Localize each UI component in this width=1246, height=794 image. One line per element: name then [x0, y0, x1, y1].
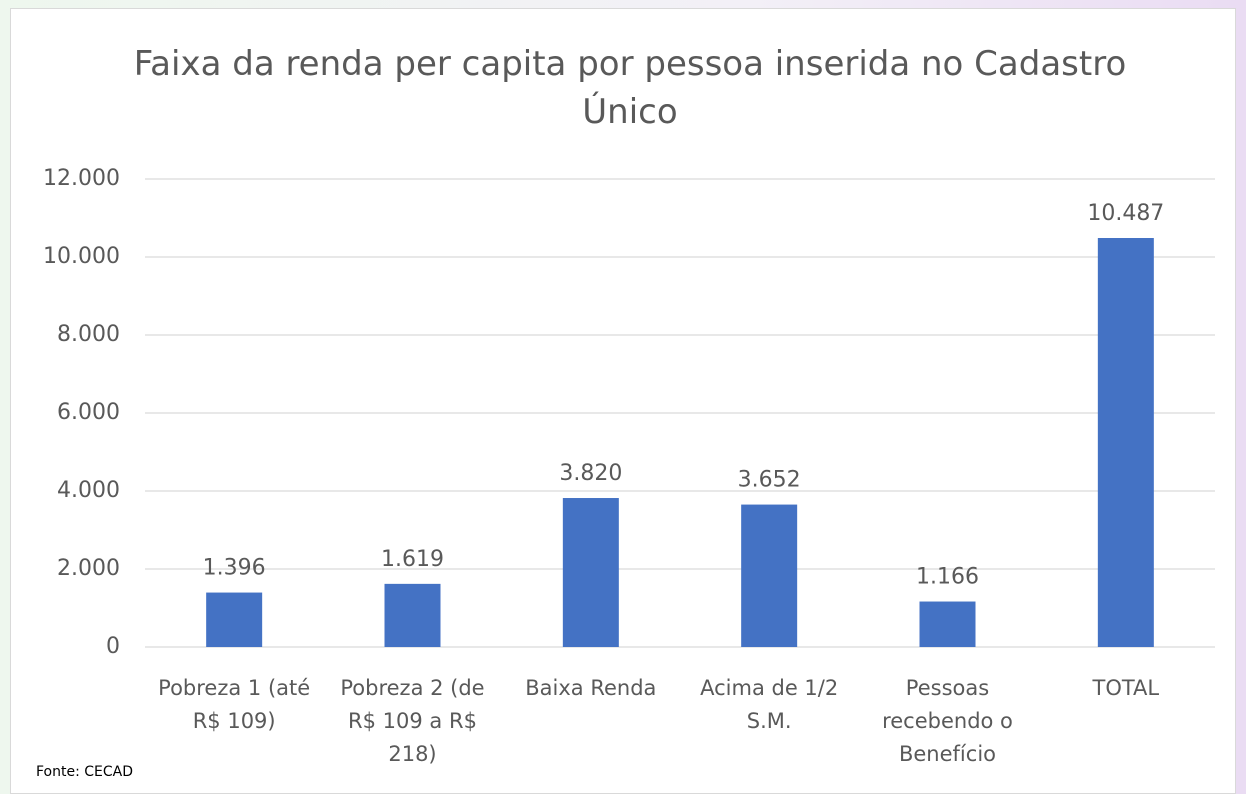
value-label: 10.487 [1087, 201, 1164, 226]
bar [206, 592, 263, 647]
x-tick-label: Pobreza 2 (de R$ 109 a R$ 218) [340, 676, 485, 766]
chart-panel [10, 8, 1236, 794]
y-tick-label: 4.000 [57, 478, 120, 503]
chart-title: Faixa da renda per capita por pessoa ins… [133, 44, 1127, 132]
x-tick-label: TOTAL [1092, 676, 1160, 700]
value-label: 3.820 [559, 461, 622, 486]
y-tick-label: 0 [106, 634, 120, 659]
value-label: 1.396 [203, 556, 266, 581]
bar [562, 498, 619, 647]
source-note: Fonte: CECAD [36, 764, 134, 780]
bar [919, 601, 976, 647]
x-tick-label: Baixa Renda [525, 676, 657, 700]
x-tick-label: Acima de 1/2 S.M. [700, 676, 839, 733]
y-tick-label: 10.000 [43, 244, 120, 269]
value-label: 1.166 [916, 565, 979, 590]
bar [384, 583, 441, 647]
x-tick-label: Pobreza 1 (até R$ 109) [158, 676, 311, 733]
bar [1097, 238, 1154, 647]
y-tick-label: 6.000 [57, 400, 120, 425]
y-tick-label: 2.000 [57, 556, 120, 581]
value-label: 3.652 [738, 468, 801, 493]
y-tick-label: 8.000 [57, 322, 120, 347]
x-tick-label: Pessoas recebendo o Benefício [882, 676, 1013, 766]
bar [741, 504, 798, 647]
value-label: 1.619 [381, 547, 444, 572]
y-tick-label: 12.000 [43, 166, 120, 191]
